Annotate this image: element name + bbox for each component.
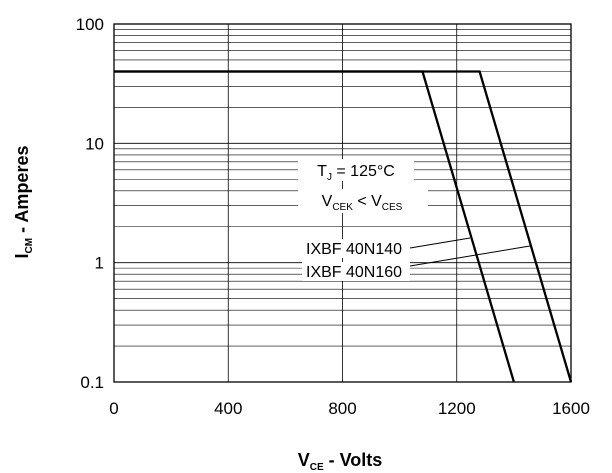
x-axis-title: VCE - Volts [298,450,383,473]
voltage-condition-label: VCEK < VCES [322,193,403,213]
x-tick-label: 1200 [438,399,476,418]
tick-labels: 0 400 800 1200 1600 0.1 1 10 100 [76,15,590,418]
label-bg [298,189,428,213]
x-tick-label: 0 [109,399,118,418]
x-tick-label: 1600 [552,399,590,418]
leader-line [409,237,471,249]
x-tick-label: 800 [328,399,356,418]
series-label: IXBF 40N160 [306,264,402,281]
annotations: TJ = 125°C VCEK < VCES IXBF 40N140 IXBF 40N… [298,159,531,281]
leader-line [409,245,531,267]
series-line [114,70,573,383]
plot-frame [113,23,572,383]
label-bg [298,159,414,181]
x-tick-label: 400 [214,399,242,418]
label-bg [302,262,410,281]
y-tick-label: 10 [85,134,104,153]
y-axis-title: ICM - Amperes [12,146,35,259]
label-bg [302,239,410,258]
junction-temp-label: TJ = 125°C [317,163,395,183]
series-label: IXBF 40N140 [306,241,402,258]
y-tick-label: 100 [76,15,104,34]
y-tick-label: 1 [95,254,104,273]
y-tick-label: 0.1 [80,373,104,392]
series-lines [114,70,573,383]
